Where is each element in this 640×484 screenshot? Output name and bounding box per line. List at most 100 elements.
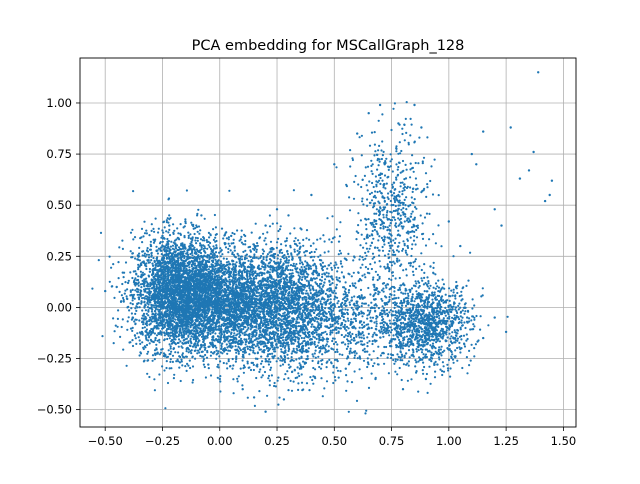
data-point	[178, 335, 180, 337]
data-point	[215, 251, 217, 253]
data-point	[165, 273, 167, 275]
data-point	[140, 271, 142, 273]
data-point	[206, 275, 208, 277]
data-point	[111, 285, 113, 287]
data-point	[182, 310, 184, 312]
data-point	[162, 348, 164, 350]
data-point	[184, 260, 186, 262]
data-point	[220, 262, 222, 264]
data-point	[152, 287, 154, 289]
data-point	[226, 272, 228, 274]
data-point	[178, 253, 180, 255]
data-point	[175, 302, 177, 304]
data-point	[226, 285, 228, 287]
data-point	[214, 263, 216, 265]
data-point	[166, 331, 168, 333]
data-point	[174, 260, 176, 262]
data-point	[240, 368, 242, 370]
data-point	[226, 362, 228, 364]
data-point	[137, 275, 139, 277]
data-point	[199, 229, 201, 231]
data-point	[158, 341, 160, 343]
data-point	[182, 322, 184, 324]
data-point	[196, 273, 198, 275]
data-point	[170, 345, 172, 347]
data-point	[203, 248, 205, 250]
data-point	[147, 285, 149, 287]
data-point	[165, 230, 167, 232]
data-point	[179, 329, 181, 331]
data-point	[184, 313, 186, 315]
data-point	[150, 328, 152, 330]
data-point	[226, 343, 228, 345]
data-point	[173, 309, 175, 311]
data-point	[141, 283, 143, 285]
data-point	[188, 237, 190, 239]
data-point	[192, 260, 194, 262]
data-point	[143, 348, 145, 350]
data-point	[144, 253, 146, 255]
data-point	[180, 331, 182, 333]
data-point	[154, 278, 156, 280]
data-point	[178, 246, 180, 248]
data-point	[157, 231, 159, 233]
data-point	[181, 364, 183, 366]
data-point	[217, 335, 219, 337]
data-point	[167, 309, 169, 311]
data-point	[200, 252, 202, 254]
data-point	[187, 275, 189, 277]
data-point	[150, 339, 152, 341]
data-point	[197, 350, 199, 352]
data-point	[195, 339, 197, 341]
data-point	[178, 306, 180, 308]
data-point	[154, 349, 156, 351]
data-point	[220, 290, 222, 292]
data-point	[172, 223, 174, 225]
data-point	[138, 319, 140, 321]
data-point	[197, 231, 199, 233]
data-point	[199, 290, 201, 292]
data-point	[235, 352, 237, 354]
data-point	[256, 249, 258, 251]
data-point	[201, 325, 203, 327]
data-point	[128, 316, 130, 318]
data-point	[154, 239, 156, 241]
data-point	[162, 254, 164, 256]
data-point	[226, 367, 228, 369]
data-point	[162, 321, 164, 323]
data-point	[253, 369, 255, 371]
data-point	[192, 224, 194, 226]
data-point	[168, 214, 170, 216]
data-point	[161, 253, 163, 255]
data-point	[151, 306, 153, 308]
data-point	[211, 256, 213, 258]
data-point	[140, 352, 142, 354]
data-point	[164, 407, 166, 409]
data-point	[164, 226, 166, 228]
data-point	[109, 281, 111, 283]
data-point	[168, 218, 170, 220]
data-point	[171, 282, 173, 284]
data-point	[179, 267, 181, 269]
data-point	[194, 253, 196, 255]
data-point	[148, 262, 150, 264]
data-point	[180, 325, 182, 327]
data-point	[156, 250, 158, 252]
data-point	[229, 326, 231, 328]
data-point	[141, 228, 143, 230]
data-point	[143, 313, 145, 315]
data-point	[174, 293, 176, 295]
data-point	[168, 229, 170, 231]
data-point	[166, 219, 168, 221]
data-point	[185, 291, 187, 293]
data-point	[196, 256, 198, 258]
data-point	[166, 243, 168, 245]
data-point	[182, 320, 184, 322]
data-point	[151, 282, 153, 284]
data-point	[134, 257, 136, 259]
data-point	[169, 361, 171, 363]
data-point	[130, 307, 132, 309]
data-point	[210, 324, 212, 326]
data-point	[128, 309, 130, 311]
data-point	[140, 289, 142, 291]
